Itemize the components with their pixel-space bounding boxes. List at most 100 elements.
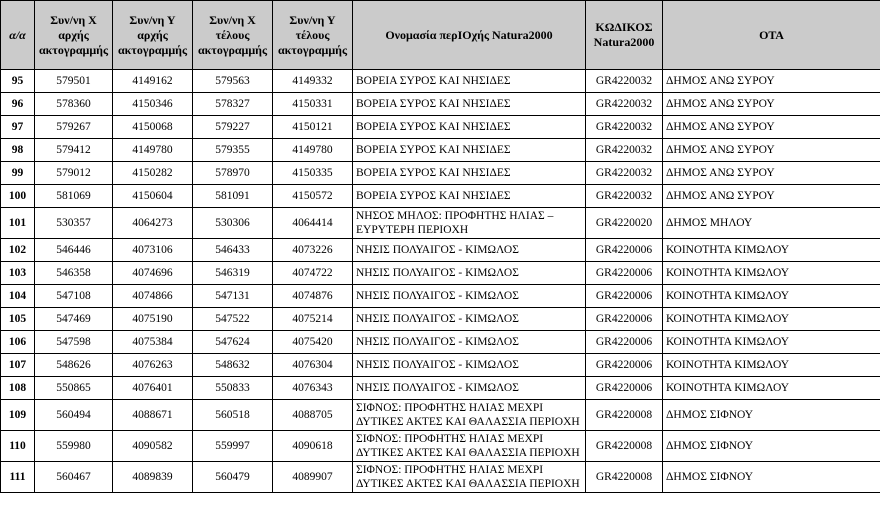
cell-aa: 110 [0, 430, 35, 463]
cell-x-start: 530357 [34, 206, 113, 240]
cell-ota: ΚΟΙΝΟΤΗΤΑ ΚΙΜΩΛΟΥ [662, 238, 880, 263]
table-row: 104 547108 4074866 547131 4074876 ΝΗΣΙΣ ΠΟΛΥΑ… [0, 284, 880, 309]
cell-name: ΝΗΣΙΣ ΠΟΛΥΑΙΓΟΣ - ΚΙΜΩΛΟΣ [352, 261, 586, 286]
cell-y-start: 4150346 [112, 92, 193, 116]
cell-x-end: 547624 [192, 330, 273, 355]
cell-y-start: 4075190 [112, 307, 193, 332]
cell-x-start: 579267 [34, 115, 113, 139]
cell-name: ΝΗΣΟΣ ΜΗΛΟΣ: ΠΡΟΦΗΤΗΣ ΗΛΙΑΣ – ΕΥΡΥΤΕΡΗ Π… [352, 206, 586, 240]
cell-code: GR4220020 [585, 206, 663, 240]
cell-x-end: 578970 [192, 161, 273, 185]
table-body: 95 579501 4149162 579563 4149332 ΒΟΡΕΙΑ ΣΥΡΟΣ… [0, 69, 880, 494]
cell-x-start: 560467 [34, 461, 113, 494]
cell-x-end: 546319 [192, 261, 273, 286]
cell-x-start: 550865 [34, 376, 113, 401]
cell-y-end: 4149780 [272, 138, 353, 162]
cell-x-end: 579563 [192, 69, 273, 93]
header-natura-code: ΚΩΔΙΚΟΣ Natura2000 [585, 0, 663, 70]
cell-name: ΝΗΣΙΣ ΠΟΛΥΑΙΓΟΣ - ΚΙΜΩΛΟΣ [352, 376, 586, 401]
cell-x-end: 548632 [192, 353, 273, 378]
table-row: 101 530357 4064273 530306 4064414 ΝΗΣΟΣ ΜΗΛΟΣ… [0, 206, 880, 240]
cell-y-end: 4089907 [272, 461, 353, 494]
cell-x-start: 547469 [34, 307, 113, 332]
cell-y-start: 4089839 [112, 461, 193, 494]
cell-aa: 99 [0, 161, 35, 185]
cell-code: GR4220006 [585, 376, 663, 401]
cell-code: GR4220032 [585, 138, 663, 162]
cell-x-end: 547131 [192, 284, 273, 309]
cell-name: ΒΟΡΕΙΑ ΣΥΡΟΣ ΚΑΙ ΝΗΣΙΔΕΣ [352, 184, 586, 208]
cell-y-end: 4150335 [272, 161, 353, 185]
cell-x-start: 547598 [34, 330, 113, 355]
table-row: 111 560467 4089839 560479 4089907 ΣΙΦΝΟΣ: ΠΡΟ… [0, 461, 880, 494]
cell-y-start: 4150282 [112, 161, 193, 185]
cell-ota: ΔΗΜΟΣ ΣΙΦΝΟΥ [662, 430, 880, 463]
cell-name: ΝΗΣΙΣ ΠΟΛΥΑΙΓΟΣ - ΚΙΜΩΛΟΣ [352, 330, 586, 355]
cell-x-end: 530306 [192, 206, 273, 240]
cell-ota: ΔΗΜΟΣ ΑΝΩ ΣΥΡΟΥ [662, 69, 880, 93]
header-y-start: Συν/νη Υ αρχής ακτογραμμής [112, 0, 193, 70]
cell-code: GR4220006 [585, 284, 663, 309]
cell-x-start: 579412 [34, 138, 113, 162]
cell-aa: 107 [0, 353, 35, 378]
cell-x-end: 560518 [192, 399, 273, 432]
cell-y-end: 4149332 [272, 69, 353, 93]
cell-x-end: 579227 [192, 115, 273, 139]
table-row: 97 579267 4150068 579227 4150121 ΒΟΡΕΙΑ ΣΥΡΟΣ… [0, 115, 880, 139]
table-row: 95 579501 4149162 579563 4149332 ΒΟΡΕΙΑ ΣΥΡΟΣ… [0, 69, 880, 93]
cell-name: ΝΗΣΙΣ ΠΟΛΥΑΙΓΟΣ - ΚΙΜΩΛΟΣ [352, 307, 586, 332]
cell-x-end: 546433 [192, 238, 273, 263]
cell-y-end: 4076304 [272, 353, 353, 378]
cell-x-end: 578327 [192, 92, 273, 116]
cell-y-start: 4149162 [112, 69, 193, 93]
table-row: 98 579412 4149780 579355 4149780 ΒΟΡΕΙΑ ΣΥΡΟΣ… [0, 138, 880, 162]
cell-code: GR4220032 [585, 69, 663, 93]
cell-x-start: 546358 [34, 261, 113, 286]
cell-x-start: 560494 [34, 399, 113, 432]
cell-ota: ΚΟΙΝΟΤΗΤΑ ΚΙΜΩΛΟΥ [662, 261, 880, 286]
cell-ota: ΔΗΜΟΣ ΑΝΩ ΣΥΡΟΥ [662, 184, 880, 208]
cell-aa: 102 [0, 238, 35, 263]
cell-code: GR4220006 [585, 238, 663, 263]
cell-x-end: 559997 [192, 430, 273, 463]
cell-code: GR4220006 [585, 307, 663, 332]
table-row: 99 579012 4150282 578970 4150335 ΒΟΡΕΙΑ ΣΥΡΟΣ… [0, 161, 880, 185]
cell-name: ΒΟΡΕΙΑ ΣΥΡΟΣ ΚΑΙ ΝΗΣΙΔΕΣ [352, 69, 586, 93]
table-row: 107 548626 4076263 548632 4076304 ΝΗΣΙΣ ΠΟΛΥΑ… [0, 353, 880, 378]
table-row: 100 581069 4150604 581091 4150572 ΒΟΡΕΙΑ ΣΥΡΟ… [0, 184, 880, 208]
cell-name: ΣΙΦΝΟΣ: ΠΡΟΦΗΤΗΣ ΗΛΙΑΣ ΜΕΧΡΙ ΔΥΤΙΚΕΣ ΑΚΤ… [352, 461, 586, 494]
cell-y-start: 4076401 [112, 376, 193, 401]
cell-x-end: 547522 [192, 307, 273, 332]
cell-y-end: 4075420 [272, 330, 353, 355]
cell-y-start: 4064273 [112, 206, 193, 240]
cell-y-start: 4088671 [112, 399, 193, 432]
cell-y-end: 4074876 [272, 284, 353, 309]
cell-aa: 105 [0, 307, 35, 332]
cell-y-end: 4088705 [272, 399, 353, 432]
header-aa: α/α [0, 0, 35, 70]
table-header: α/α Συν/νη Χ αρχής ακτογραμμής Συν/νη Υ … [0, 0, 880, 70]
cell-ota: ΔΗΜΟΣ ΑΝΩ ΣΥΡΟΥ [662, 115, 880, 139]
cell-y-start: 4149780 [112, 138, 193, 162]
table-row: 102 546446 4073106 546433 4073226 ΝΗΣΙΣ ΠΟΛΥΑ… [0, 238, 880, 263]
cell-x-start: 547108 [34, 284, 113, 309]
cell-y-end: 4073226 [272, 238, 353, 263]
cell-x-start: 581069 [34, 184, 113, 208]
cell-name: ΝΗΣΙΣ ΠΟΛΥΑΙΓΟΣ - ΚΙΜΩΛΟΣ [352, 284, 586, 309]
cell-y-start: 4076263 [112, 353, 193, 378]
cell-ota: ΔΗΜΟΣ ΜΗΛΟΥ [662, 206, 880, 240]
cell-ota: ΔΗΜΟΣ ΑΝΩ ΣΥΡΟΥ [662, 92, 880, 116]
cell-x-end: 579355 [192, 138, 273, 162]
cell-code: GR4220008 [585, 399, 663, 432]
cell-y-end: 4075214 [272, 307, 353, 332]
cell-name: ΒΟΡΕΙΑ ΣΥΡΟΣ ΚΑΙ ΝΗΣΙΔΕΣ [352, 138, 586, 162]
cell-name: ΒΟΡΕΙΑ ΣΥΡΟΣ ΚΑΙ ΝΗΣΙΔΕΣ [352, 92, 586, 116]
header-natura-name: Ονομασία περΙΟχής Natura2000 [352, 0, 586, 70]
cell-ota: ΚΟΙΝΟΤΗΤΑ ΚΙΜΩΛΟΥ [662, 307, 880, 332]
cell-y-start: 4074696 [112, 261, 193, 286]
cell-name: ΒΟΡΕΙΑ ΣΥΡΟΣ ΚΑΙ ΝΗΣΙΔΕΣ [352, 115, 586, 139]
cell-aa: 103 [0, 261, 35, 286]
table-row: 106 547598 4075384 547624 4075420 ΝΗΣΙΣ ΠΟΛΥΑ… [0, 330, 880, 355]
table-row: 105 547469 4075190 547522 4075214 ΝΗΣΙΣ ΠΟΛΥΑ… [0, 307, 880, 332]
cell-y-start: 4073106 [112, 238, 193, 263]
